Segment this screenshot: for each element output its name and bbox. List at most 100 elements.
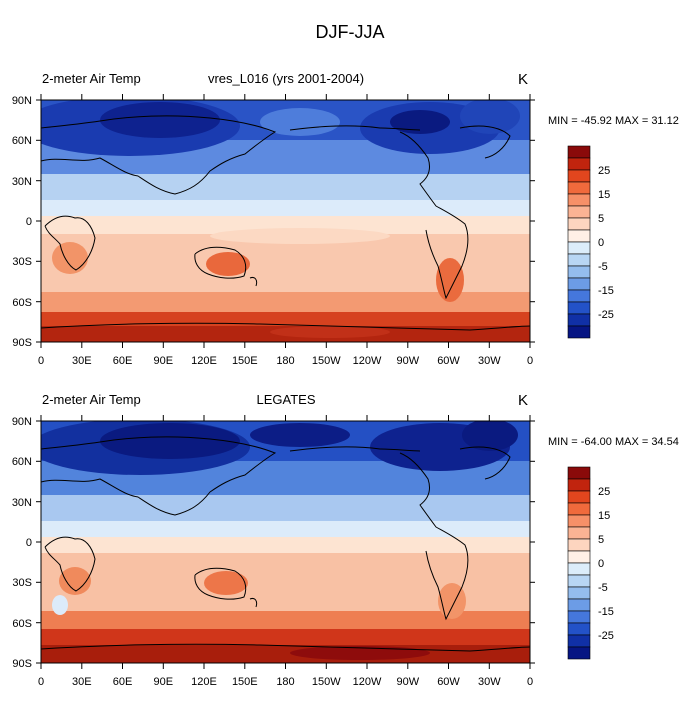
lon-label: 150E (232, 355, 258, 367)
coastlines-observed (41, 436, 530, 652)
temperature-field-observed (41, 421, 530, 663)
lon-tickmarks (40, 94, 531, 348)
colorbar-swatch (567, 301, 591, 315)
lon-label: 120W (353, 355, 382, 367)
lon-tickmarks (40, 415, 531, 669)
colorbar-swatch (567, 610, 591, 624)
colorbar-label: 15 (598, 189, 610, 201)
lat-label: 30N (12, 497, 32, 509)
lon-label: 0 (38, 355, 44, 367)
lon-label: 30E (72, 676, 92, 688)
colorbar-swatch (567, 526, 591, 540)
panel-left-label: 2-meter Air Temp (42, 392, 141, 407)
lon-label: 150E (232, 676, 258, 688)
lat-tick-labels: 90N 60N 30N 0 30S 60S 90S (12, 416, 32, 670)
lat-label: 60S (12, 297, 32, 309)
lon-label: 60W (437, 355, 460, 367)
map-plot-model: 90N 60N 30N 0 30S 60S 90S 0 3 (12, 94, 535, 367)
lon-label: 120E (191, 676, 217, 688)
colorbar-swatch (567, 550, 591, 564)
colorbar-swatch (567, 205, 591, 219)
lon-label: 120E (191, 355, 217, 367)
colorbar-label: 0 (598, 558, 604, 570)
lon-label: 0 (527, 355, 533, 367)
lat-label: 90S (12, 658, 32, 670)
colorbar-label: -5 (598, 582, 608, 594)
colorbar-swatch (567, 502, 591, 516)
lon-tick-labels: 0 30E 60E 90E 120E 150E 180 150W 120W 90… (38, 355, 533, 367)
colorbar: 25 15 5 0 -5 -15 -25 (567, 145, 614, 339)
lon-label: 90E (154, 355, 174, 367)
colorbar-swatch (567, 598, 591, 612)
lat-label: 90N (12, 416, 32, 428)
colorbar-label: 15 (598, 510, 610, 522)
figure-title: DJF-JJA (315, 22, 385, 42)
colorbar-swatch (567, 217, 591, 231)
lon-label: 90W (396, 676, 419, 688)
lon-label: 60E (113, 676, 133, 688)
lat-label: 30S (12, 577, 32, 589)
lon-label: 30W (478, 355, 501, 367)
lat-label: 0 (26, 537, 32, 549)
minmax-label: MIN = -45.92 MAX = 31.12 (548, 115, 679, 127)
colorbar-swatch (567, 574, 591, 588)
panel-observed: 90N 60N 30N 0 30S 60S 90S 0 30E (0, 387, 700, 717)
lat-tickmarks (36, 420, 535, 664)
panel-center-label: LEGATES (256, 392, 316, 407)
colorbar-label: -5 (598, 261, 608, 273)
colorbar-swatch (567, 157, 591, 171)
colorbar-swatch (567, 265, 591, 279)
lon-label: 0 (38, 676, 44, 688)
colorbar-swatch (567, 229, 591, 243)
colorbar-swatch (567, 538, 591, 552)
lon-tick-labels: 0 30E 60E 90E 120E 150E 180 150W 120W 90… (38, 676, 533, 688)
colorbar-label: -25 (598, 309, 614, 321)
lat-tick-labels: 90N 60N 30N 0 30S 60S 90S (12, 95, 32, 349)
colorbar-swatch (567, 169, 591, 183)
colorbar-swatch (567, 562, 591, 576)
colorbar-swatch (567, 586, 591, 600)
lat-label: 90S (12, 337, 32, 349)
colorbar-swatch (567, 634, 591, 648)
lon-label: 60W (437, 676, 460, 688)
lat-tickmarks (36, 99, 535, 343)
colorbar-swatch (567, 181, 591, 195)
lon-label: 150W (312, 676, 341, 688)
colorbar-label: -15 (598, 285, 614, 297)
colorbar-label: 0 (598, 237, 604, 249)
lat-label: 30S (12, 256, 32, 268)
colorbar-swatch (567, 253, 591, 267)
map-plot-observed: 90N 60N 30N 0 30S 60S 90S 0 30E (12, 415, 535, 688)
coastlines-model (41, 115, 530, 331)
colorbar-swatch (567, 145, 591, 159)
colorbar-label: 25 (598, 165, 610, 177)
lat-label: 90N (12, 95, 32, 107)
colorbar-swatch (567, 193, 591, 207)
units-label: K (518, 71, 529, 88)
colorbar-label: 25 (598, 486, 610, 498)
lat-label: 30N (12, 176, 32, 188)
panel-left-label: 2-meter Air Temp (42, 71, 141, 86)
lon-label: 0 (527, 676, 533, 688)
colorbar-swatch (567, 646, 591, 660)
lat-label: 60S (12, 618, 32, 630)
lon-label: 90W (396, 355, 419, 367)
lon-label: 30W (478, 676, 501, 688)
colorbar-swatch (567, 490, 591, 504)
colorbar-label: -25 (598, 630, 614, 642)
lon-label: 90E (154, 676, 174, 688)
colorbar-swatch (567, 466, 591, 480)
colorbar: 25 15 5 0 -5 -15 -25 (567, 466, 614, 660)
temperature-field-model (41, 100, 530, 342)
lon-label: 150W (312, 355, 341, 367)
minmax-label: MIN = -64.00 MAX = 34.54 (548, 436, 679, 448)
colorbar-swatch (567, 241, 591, 255)
lon-label: 180 (276, 676, 294, 688)
panel-center-label: vres_L016 (yrs 2001-2004) (207, 71, 365, 86)
lon-label: 30E (72, 355, 92, 367)
colorbar-label: 5 (598, 534, 604, 546)
lat-label: 0 (26, 216, 32, 228)
lat-label: 60N (12, 135, 32, 147)
colorbar-swatch (567, 289, 591, 303)
lon-label: 60E (113, 355, 133, 367)
